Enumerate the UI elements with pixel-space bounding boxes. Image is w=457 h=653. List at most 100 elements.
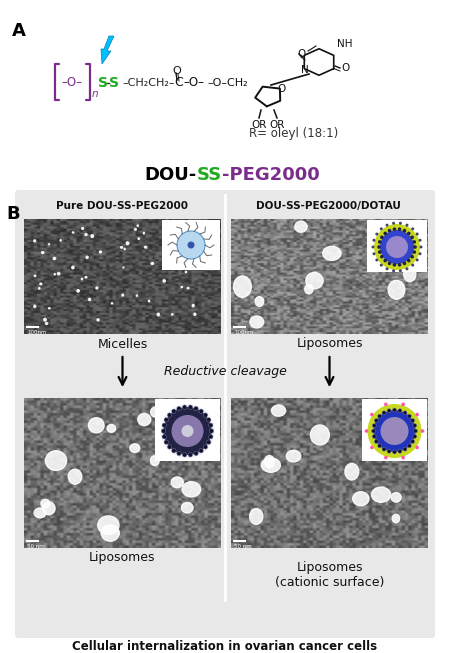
Circle shape bbox=[199, 409, 203, 413]
Circle shape bbox=[419, 252, 421, 255]
Ellipse shape bbox=[189, 249, 190, 251]
Circle shape bbox=[182, 405, 187, 409]
Ellipse shape bbox=[54, 274, 55, 275]
Text: O: O bbox=[297, 49, 305, 59]
Ellipse shape bbox=[101, 525, 119, 541]
Circle shape bbox=[164, 440, 169, 444]
Text: A: A bbox=[12, 22, 26, 40]
Circle shape bbox=[415, 413, 419, 417]
Text: n: n bbox=[92, 89, 99, 99]
Circle shape bbox=[399, 222, 402, 225]
Ellipse shape bbox=[134, 229, 136, 231]
Ellipse shape bbox=[78, 291, 79, 292]
Circle shape bbox=[374, 224, 420, 270]
Ellipse shape bbox=[34, 305, 36, 308]
Circle shape bbox=[203, 445, 207, 449]
Circle shape bbox=[411, 439, 414, 443]
Text: –O–: –O– bbox=[61, 76, 82, 89]
Text: 100nm: 100nm bbox=[234, 330, 254, 336]
Circle shape bbox=[377, 444, 382, 448]
Ellipse shape bbox=[122, 294, 123, 296]
Ellipse shape bbox=[34, 275, 36, 277]
Circle shape bbox=[410, 255, 414, 259]
Ellipse shape bbox=[171, 314, 173, 315]
Circle shape bbox=[377, 245, 381, 249]
Ellipse shape bbox=[345, 464, 359, 480]
Ellipse shape bbox=[34, 508, 46, 518]
Text: –CH₂CH₂–: –CH₂CH₂– bbox=[122, 78, 175, 88]
Ellipse shape bbox=[41, 500, 50, 508]
Ellipse shape bbox=[234, 276, 251, 297]
Circle shape bbox=[194, 406, 198, 411]
Ellipse shape bbox=[137, 225, 138, 227]
Circle shape bbox=[374, 439, 378, 443]
Circle shape bbox=[392, 222, 395, 225]
Ellipse shape bbox=[43, 502, 55, 515]
Circle shape bbox=[384, 456, 388, 460]
Ellipse shape bbox=[192, 304, 194, 307]
Circle shape bbox=[378, 250, 382, 254]
Ellipse shape bbox=[48, 308, 50, 309]
Circle shape bbox=[401, 402, 405, 406]
Ellipse shape bbox=[181, 502, 193, 513]
Ellipse shape bbox=[58, 273, 60, 275]
Circle shape bbox=[407, 232, 410, 235]
Text: S: S bbox=[98, 76, 108, 90]
Ellipse shape bbox=[392, 514, 400, 523]
Text: O: O bbox=[172, 66, 181, 76]
Circle shape bbox=[177, 451, 181, 456]
Circle shape bbox=[405, 224, 409, 227]
Ellipse shape bbox=[310, 425, 329, 445]
Ellipse shape bbox=[77, 290, 79, 292]
Ellipse shape bbox=[86, 256, 88, 259]
Circle shape bbox=[367, 404, 421, 458]
Ellipse shape bbox=[388, 280, 405, 299]
Circle shape bbox=[413, 250, 416, 254]
Ellipse shape bbox=[198, 249, 200, 251]
Ellipse shape bbox=[72, 232, 74, 233]
Circle shape bbox=[181, 425, 193, 437]
Bar bbox=[155, 399, 220, 461]
Ellipse shape bbox=[85, 276, 87, 278]
Circle shape bbox=[399, 269, 402, 272]
Text: Liposomes: Liposomes bbox=[89, 552, 156, 564]
Text: SS: SS bbox=[197, 166, 222, 184]
Text: DOU-SS-PEG2000/DOTAU: DOU-SS-PEG2000/DOTAU bbox=[256, 201, 401, 211]
Ellipse shape bbox=[72, 266, 74, 269]
Text: NH: NH bbox=[337, 39, 352, 49]
Text: S: S bbox=[109, 76, 119, 90]
Circle shape bbox=[387, 449, 391, 453]
Ellipse shape bbox=[112, 302, 113, 304]
Text: 50 nm: 50 nm bbox=[27, 545, 45, 550]
Ellipse shape bbox=[151, 263, 154, 264]
Ellipse shape bbox=[365, 440, 380, 452]
Ellipse shape bbox=[271, 405, 286, 416]
Text: 100nm: 100nm bbox=[27, 330, 47, 336]
Circle shape bbox=[407, 414, 411, 418]
Circle shape bbox=[188, 453, 192, 457]
Circle shape bbox=[199, 449, 203, 453]
Circle shape bbox=[370, 445, 374, 449]
Circle shape bbox=[164, 418, 169, 422]
Circle shape bbox=[160, 404, 214, 458]
Circle shape bbox=[381, 417, 409, 445]
Circle shape bbox=[398, 449, 402, 453]
Circle shape bbox=[375, 259, 378, 261]
Circle shape bbox=[177, 231, 205, 259]
Circle shape bbox=[416, 232, 419, 236]
Circle shape bbox=[380, 255, 384, 259]
Text: Liposomes: Liposomes bbox=[296, 338, 363, 351]
Ellipse shape bbox=[99, 251, 101, 253]
Circle shape bbox=[203, 413, 207, 417]
Circle shape bbox=[407, 259, 410, 263]
Circle shape bbox=[411, 419, 414, 422]
Circle shape bbox=[420, 246, 423, 249]
Circle shape bbox=[419, 239, 421, 242]
Circle shape bbox=[403, 229, 406, 232]
Ellipse shape bbox=[81, 278, 83, 279]
Circle shape bbox=[393, 263, 396, 266]
Circle shape bbox=[372, 246, 374, 249]
Circle shape bbox=[172, 449, 176, 453]
Circle shape bbox=[372, 429, 376, 433]
Ellipse shape bbox=[44, 318, 46, 321]
